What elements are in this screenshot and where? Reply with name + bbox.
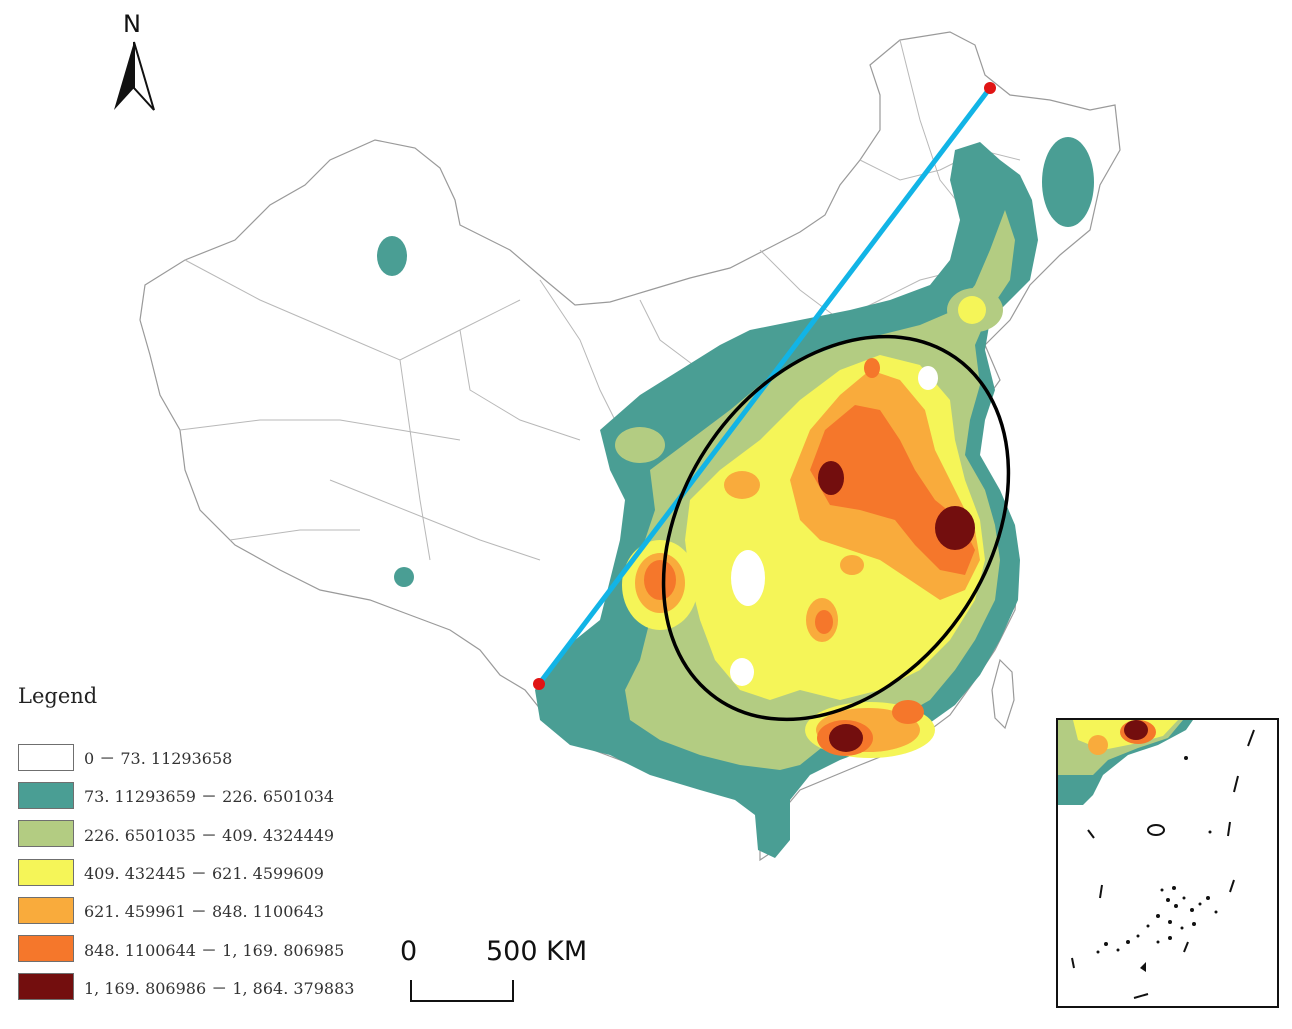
inset-map bbox=[1056, 718, 1279, 1008]
inset-islands bbox=[1058, 720, 1255, 999]
density-surface bbox=[377, 137, 1094, 858]
legend-item: 73. 11293659 － 226. 6501034 bbox=[18, 776, 354, 814]
legend-label: 73. 11293659 － 226. 6501034 bbox=[84, 787, 335, 807]
concentration-ellipse bbox=[661, 334, 1011, 722]
endpoint-marker bbox=[533, 678, 545, 690]
legend: Legend 0 － 73. 11293658 73. 11293659 － 2… bbox=[18, 684, 354, 1006]
legend-label: 409. 432445 － 621. 4599609 bbox=[84, 864, 324, 884]
endpoint-marker bbox=[984, 82, 996, 94]
legend-swatch bbox=[18, 935, 74, 963]
legend-label: 0 － 73. 11293658 bbox=[84, 749, 233, 769]
north-label: N bbox=[123, 10, 141, 38]
island-outline bbox=[991, 658, 1015, 730]
legend-swatch bbox=[18, 973, 74, 1001]
scale-bar bbox=[410, 980, 514, 1002]
legend-label: 621. 459961 － 848. 1100643 bbox=[84, 902, 324, 922]
legend-item: 848. 1100644 － 1, 169. 806985 bbox=[18, 929, 354, 967]
legend-item: 409. 432445 － 621. 4599609 bbox=[18, 853, 354, 891]
legend-swatch bbox=[18, 781, 74, 809]
legend-item: 1, 169. 806986 － 1, 864. 379883 bbox=[18, 968, 354, 1006]
legend-swatch bbox=[18, 896, 74, 924]
legend-swatch bbox=[18, 743, 74, 771]
legend-item: 0 － 73. 11293658 bbox=[18, 738, 354, 776]
legend-label: 1, 169. 806986 － 1, 864. 379883 bbox=[84, 978, 355, 998]
scale-end-label: 500 KM bbox=[486, 936, 588, 967]
scale-start-label: 0 bbox=[400, 936, 418, 967]
legend-swatch bbox=[18, 820, 74, 848]
legend-item: 621. 459961 － 848. 1100643 bbox=[18, 891, 354, 929]
north-arrow-icon bbox=[114, 41, 155, 111]
legend-item: 226. 6501035 － 409. 4324449 bbox=[18, 815, 354, 853]
legend-swatch bbox=[18, 858, 74, 886]
legend-label: 848. 1100644 － 1, 169. 806985 bbox=[84, 940, 345, 960]
legend-title: Legend bbox=[18, 684, 98, 708]
legend-label: 226. 6501035 － 409. 4324449 bbox=[84, 825, 335, 845]
